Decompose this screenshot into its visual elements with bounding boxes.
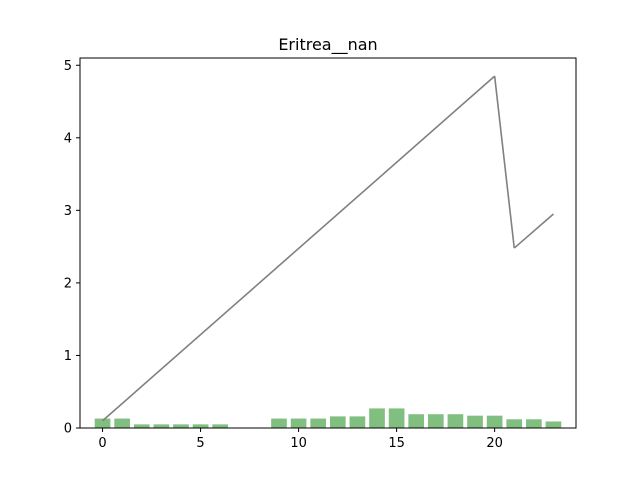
x-axis: 0 5 10 15 20 [98, 428, 503, 451]
bar-10 [290, 418, 307, 428]
bar-9 [271, 418, 287, 428]
x-tick-label-5: 5 [196, 436, 204, 451]
line-segment-2 [513, 213, 554, 249]
x-tick-label-10: 10 [290, 436, 307, 451]
y-tick-label-0: 0 [64, 422, 72, 437]
bar-15 [388, 408, 405, 428]
y-tick-label-2: 2 [64, 276, 72, 291]
bar-13 [349, 416, 366, 428]
bar-11 [310, 418, 327, 428]
bar-14 [369, 408, 385, 428]
chart-title: Eritrea__nan [278, 35, 377, 55]
x-tick-label-0: 0 [98, 436, 106, 451]
y-tick-label-4: 4 [64, 131, 72, 146]
bar-5 [192, 424, 209, 428]
bar-21 [506, 419, 523, 428]
bar-2 [133, 424, 150, 428]
bar-series [94, 408, 562, 428]
line-series [102, 75, 554, 422]
bar-18 [447, 414, 464, 428]
line-segment-1 [493, 76, 516, 249]
line-segment-0 [102, 75, 496, 422]
bar-22 [526, 419, 542, 428]
x-tick-label-15: 15 [388, 436, 405, 451]
x-tick-label-20: 20 [486, 436, 503, 451]
bar-16 [408, 414, 425, 428]
bar-1 [114, 418, 130, 428]
y-tick-label-5: 5 [64, 59, 72, 74]
y-tick-label-3: 3 [64, 204, 72, 219]
bar-6 [212, 424, 229, 428]
bar-4 [173, 424, 189, 428]
bar-12 [329, 416, 346, 428]
bar-19 [467, 415, 483, 428]
bar-0 [94, 418, 111, 428]
y-axis: 0 1 2 3 4 5 [64, 59, 80, 437]
bar-3 [153, 424, 170, 428]
bar-23 [545, 421, 562, 428]
bar-17 [427, 414, 444, 428]
y-tick-label-1: 1 [64, 349, 72, 364]
plot-frame [79, 57, 577, 429]
bar-20 [486, 415, 503, 428]
